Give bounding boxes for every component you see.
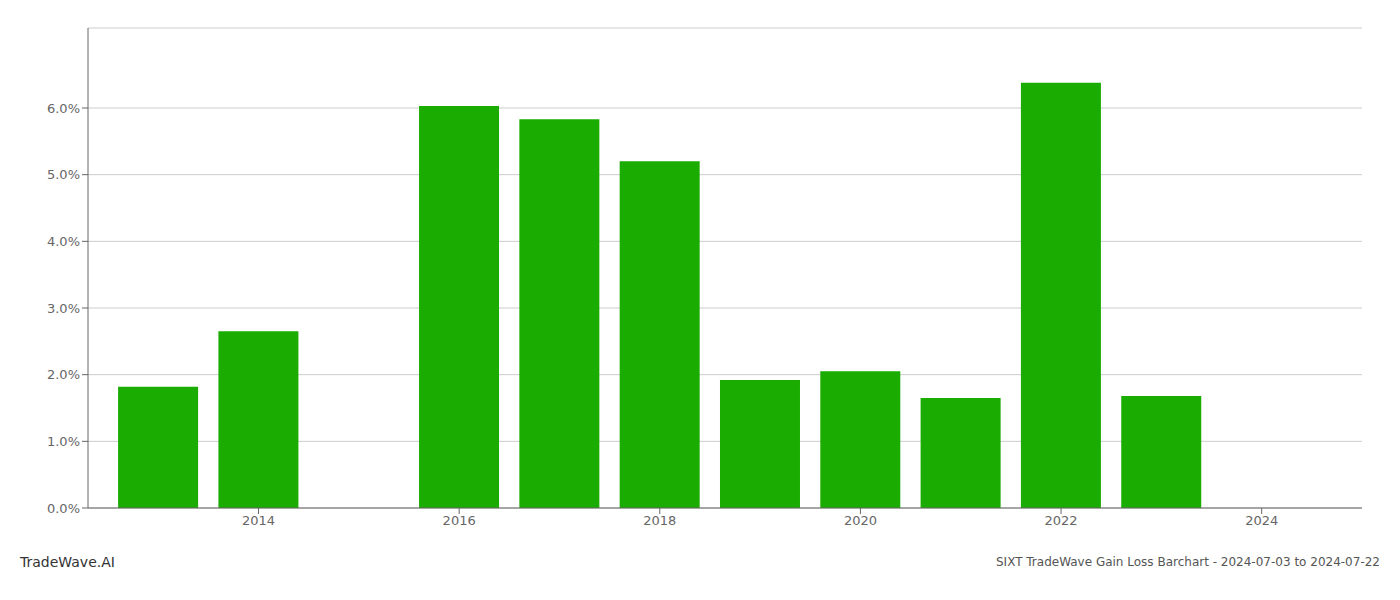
svg-text:2018: 2018 — [643, 513, 676, 528]
svg-text:2016: 2016 — [443, 513, 476, 528]
html-text:TradeWave.AI: TradeWave.AI — [20, 554, 115, 570]
svg-text:3.0%: 3.0% — [47, 301, 80, 316]
svg-text:2020: 2020 — [844, 513, 877, 528]
svg-text:0.0%: 0.0% — [47, 501, 80, 516]
svg-text:2024: 2024 — [1245, 513, 1278, 528]
svg-text:5.0%: 5.0% — [47, 167, 80, 182]
svg-text:2014: 2014 — [242, 513, 275, 528]
svg-text:2022: 2022 — [1045, 513, 1078, 528]
svg-text:1.0%: 1.0% — [47, 434, 80, 449]
svg-text:2.0%: 2.0% — [47, 367, 80, 382]
html-text:SIXT TradeWave Gain Loss Barch: SIXT TradeWave Gain Loss Barchart - 2024… — [996, 555, 1380, 569]
svg-text:6.0%: 6.0% — [47, 101, 80, 116]
svg-text:4.0%: 4.0% — [47, 234, 80, 249]
